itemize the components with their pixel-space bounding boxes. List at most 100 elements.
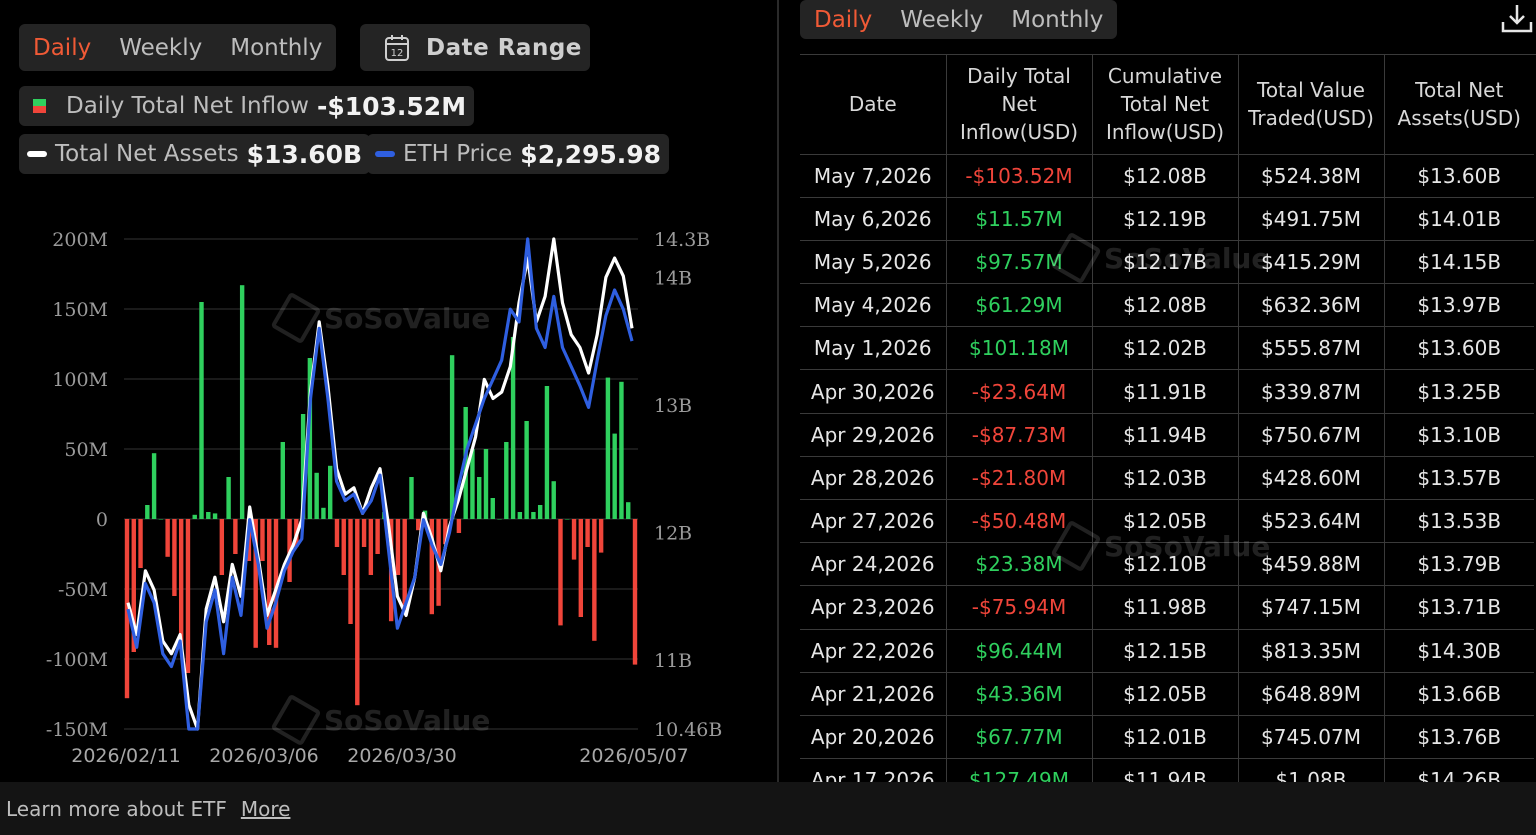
inflow-bar [368, 519, 374, 575]
table-cell: $127.49M [945, 758, 1092, 782]
inflow-bar [341, 519, 346, 575]
table-row[interactable]: Apr 29,2026 -$87.73M $11.94B $750.67M $13.10… [800, 413, 1534, 457]
inflow-bar [443, 519, 448, 545]
tab-daily[interactable]: Daily [33, 34, 92, 61]
table-row[interactable]: May 4,2026 $61.29M $12.08B $632.36M $13.97B [800, 283, 1534, 328]
table-cell: May 1,2026 [800, 326, 946, 371]
table-cell: $415.29M [1237, 240, 1384, 285]
table-period-tabs: Daily Weekly Monthly [800, 0, 1118, 39]
y-right-tick-label: 14B [654, 267, 692, 289]
table-row[interactable]: May 5,2026 $97.57M $12.17B $415.29M $14.15B [800, 240, 1534, 285]
table-cell: $43.36M [945, 672, 1092, 716]
tab-monthly[interactable]: Monthly [1011, 6, 1104, 33]
table-row[interactable]: May 1,2026 $101.18M $12.02B $555.87M $13.60B [800, 326, 1534, 371]
inflow-bar [355, 519, 360, 706]
table-row[interactable]: Apr 21,2026 $43.36M $12.05B $648.89M $13.66B [800, 672, 1534, 716]
inflow-bar [402, 519, 407, 610]
table-row[interactable]: Apr 28,2026 -$21.80M $12.03B $428.60M $13.57… [800, 456, 1534, 501]
legend-assets-label: Total Net Assets [55, 141, 239, 167]
table-cell: $12.10B [1091, 542, 1238, 587]
date-range-button[interactable]: 12 Date Range [360, 24, 590, 71]
tab-daily[interactable]: Daily [814, 6, 873, 33]
table-cell: Apr 21,2026 [800, 672, 946, 716]
table-cell: $12.01B [1091, 715, 1238, 760]
inflow-bar [598, 519, 604, 553]
table-cell: -$50.48M [945, 499, 1092, 544]
legend-inflow[interactable]: Daily Total Net Inflow -$103.52M [19, 86, 475, 126]
inflow-bar [395, 519, 401, 575]
y-left-tick-label: -100M [46, 649, 108, 671]
legend-assets[interactable]: Total Net Assets $13.60B [19, 134, 371, 174]
table-cell: May 7,2026 [800, 154, 946, 198]
tab-weekly[interactable]: Weekly [900, 6, 984, 33]
inflow-bar [612, 433, 617, 519]
inflow-bar [334, 519, 340, 547]
table-cell: -$103.52M [945, 154, 1092, 198]
y-left-tick-label: 200M [52, 229, 108, 251]
inflow-bar [253, 519, 258, 648]
table-row[interactable]: Apr 23,2026 -$75.94M $11.98B $747.15M $13.71… [800, 585, 1534, 630]
download-icon[interactable] [1500, 2, 1534, 36]
table-cell: Apr 28,2026 [800, 456, 946, 501]
inflow-bar [307, 358, 313, 519]
etf-flow-chart[interactable]: 200M 150M 100M 50M 0 -50M -100M -150M 14.3B 14B 13… [0, 200, 770, 780]
inflow-bar [375, 519, 380, 554]
footer-bar: Learn more about ETF More [0, 782, 1536, 835]
inflow-bar [226, 477, 231, 519]
table-cell: -$23.64M [945, 369, 1092, 414]
inflow-bar [497, 519, 502, 520]
table-cell: $12.17B [1091, 240, 1238, 285]
table-row[interactable]: Apr 22,2026 $96.44M $12.15B $813.35M $14.30B [800, 629, 1534, 673]
table-row[interactable]: Apr 27,2026 -$50.48M $12.05B $523.64M $13.53… [800, 499, 1534, 544]
table-row[interactable]: Apr 30,2026 -$23.64M $11.91B $339.87M $13.25… [800, 369, 1534, 414]
column-header[interactable]: Cumulative Total Net Inflow(USD) [1091, 55, 1238, 155]
table-row[interactable]: Apr 17,2026 $127.49M $11.94B $1.08B $14.26B [800, 758, 1534, 782]
inflow-bar [592, 519, 597, 641]
table-row[interactable]: Apr 20,2026 $67.77M $12.01B $745.07M $13.76B [800, 715, 1534, 760]
table-cell: Apr 23,2026 [800, 585, 946, 630]
inflow-bar [206, 512, 211, 519]
etf-data-table[interactable]: Date Daily Total Net Inflow(USD) Cumulativ… [800, 54, 1536, 782]
table-cell: $96.44M [945, 629, 1092, 673]
calendar-day: 12 [391, 48, 404, 59]
inflow-bar [632, 519, 638, 665]
inflow-bar [233, 519, 238, 554]
more-link[interactable]: More [240, 796, 291, 821]
inflow-bar [138, 519, 143, 568]
inflow-bar [199, 302, 204, 519]
table-cell: $13.60B [1383, 154, 1534, 198]
table-cell: $524.38M [1237, 154, 1384, 198]
inflow-bar [544, 386, 550, 519]
y-left-tick-label: -150M [46, 719, 108, 741]
table-cell: $12.03B [1091, 456, 1238, 501]
column-header[interactable]: Total Value Traded(USD) [1237, 55, 1384, 155]
column-header[interactable]: Date [800, 55, 946, 155]
table-cell: $14.15B [1383, 240, 1534, 285]
tab-weekly[interactable]: Weekly [119, 34, 203, 61]
table-row[interactable]: May 7,2026 -$103.52M $12.08B $524.38M $13.60… [800, 154, 1534, 198]
column-header[interactable]: Daily Total Net Inflow(USD) [945, 55, 1092, 155]
column-header[interactable]: Total Net Assets(USD) [1383, 55, 1534, 155]
inflow-bar [558, 519, 563, 626]
legend-assets-value: $13.60B [246, 139, 363, 169]
table-cell: $1.08B [1237, 758, 1384, 782]
period-tabs: Daily Weekly Monthly [19, 24, 337, 71]
table-cell: $813.35M [1237, 629, 1384, 673]
table-cell: Apr 24,2026 [800, 542, 946, 587]
table-cell: $14.26B [1383, 758, 1534, 782]
table-cell: $12.05B [1091, 499, 1238, 544]
table-cell: $747.15M [1237, 585, 1384, 630]
y-left-tick-label: 50M [64, 439, 108, 461]
table-row[interactable]: May 6,2026 $11.57M $12.19B $491.75M $14.01B [800, 197, 1534, 241]
inflow-bar [477, 477, 482, 519]
table-cell: -$87.73M [945, 413, 1092, 457]
tab-monthly[interactable]: Monthly [230, 34, 323, 61]
table-cell: Apr 17,2026 [800, 758, 946, 782]
legend-eth[interactable]: ETH Price $2,295.98 [367, 134, 670, 174]
table-cell: $14.30B [1383, 629, 1534, 673]
table-row[interactable]: Apr 24,2026 $23.38M $12.10B $459.88M $13.79B [800, 542, 1534, 587]
table-cell: $13.60B [1383, 326, 1534, 371]
inflow-bar [219, 519, 225, 575]
table-cell: $11.57M [945, 197, 1092, 241]
eth-price-line [126, 237, 634, 731]
